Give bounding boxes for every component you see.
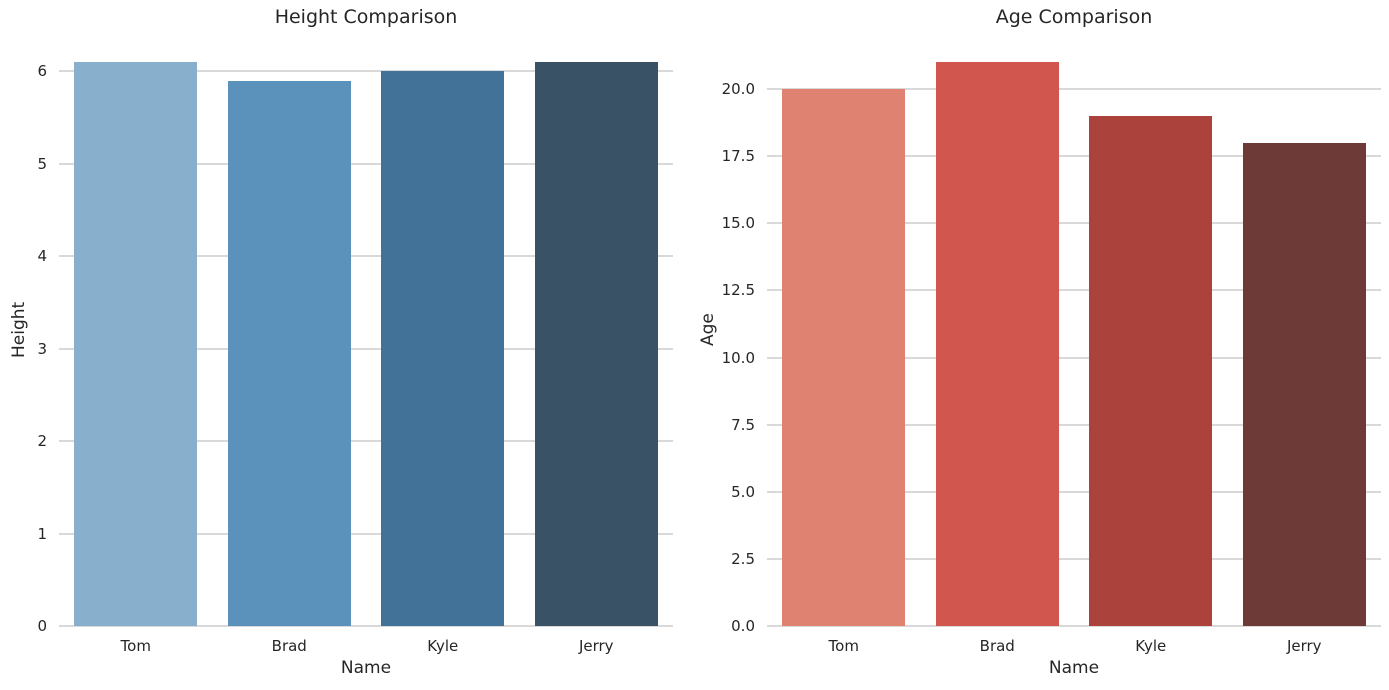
y-axis-label: Age — [698, 313, 718, 347]
gridline — [767, 155, 1381, 158]
bar-kyle — [1089, 115, 1213, 626]
chart-title: Height Comparison — [274, 6, 458, 28]
chart-title: Age Comparison — [995, 6, 1153, 28]
x-axis-label: Name — [340, 658, 392, 678]
y-tick-label: 17.5 — [721, 147, 755, 166]
y-tick-label: 2.5 — [731, 549, 755, 568]
y-tick-label: 5 — [37, 154, 47, 173]
gridline — [59, 162, 673, 165]
gridline — [767, 490, 1381, 493]
gridline — [767, 423, 1381, 426]
gridline — [59, 70, 673, 73]
bar-jerry — [534, 62, 658, 626]
y-tick-label: 4 — [37, 247, 47, 266]
gridline — [767, 289, 1381, 292]
y-tick-label: 12.5 — [721, 281, 755, 300]
x-tick-label: Kyle — [427, 637, 459, 655]
x-tick-label: Tom — [120, 637, 151, 655]
y-tick-label: 5.0 — [731, 482, 755, 501]
y-tick-label: 2 — [37, 432, 47, 451]
x-tick-label: Tom — [828, 637, 859, 655]
age-chart: Age Comparison Age Name 0.0 2.5 5.0 7.5 10.0… — [694, 0, 1389, 690]
x-axis-label: Name — [1048, 658, 1100, 678]
gridline — [767, 222, 1381, 225]
plot-area — [59, 34, 673, 627]
bar-tom — [782, 89, 906, 626]
bar-kyle — [381, 71, 505, 626]
bar-brad — [935, 62, 1059, 626]
height-chart: Height Comparison Height Name 0 1 2 3 4 5 6 Tom… — [0, 0, 694, 690]
x-tick-label: Kyle — [1135, 637, 1167, 655]
gridline — [59, 532, 673, 535]
y-tick-label: 6 — [37, 62, 47, 81]
gridline — [59, 347, 673, 350]
gridline — [59, 440, 673, 443]
y-tick-label: 10.0 — [721, 348, 755, 367]
y-tick-label: 1 — [37, 524, 47, 543]
gridline — [767, 625, 1381, 627]
plot-area — [767, 34, 1381, 627]
gridline — [767, 356, 1381, 359]
bar-brad — [227, 80, 351, 626]
bar-jerry — [1242, 142, 1366, 626]
x-tick-label: Brad — [979, 637, 1015, 655]
gridline — [59, 625, 673, 627]
gridline — [767, 557, 1381, 560]
gridline — [767, 88, 1381, 91]
y-tick-label: 20.0 — [721, 80, 755, 99]
gridline — [59, 255, 673, 258]
y-tick-label: 7.5 — [731, 415, 755, 434]
x-tick-label: Jerry — [578, 637, 614, 655]
x-tick-label: Brad — [271, 637, 307, 655]
y-tick-label: 0 — [37, 617, 47, 635]
y-tick-label: 15.0 — [721, 214, 755, 233]
x-tick-label: Jerry — [1286, 637, 1322, 655]
y-tick-label: 0.0 — [731, 617, 755, 635]
y-tick-label: 3 — [37, 339, 47, 358]
bar-tom — [74, 62, 198, 626]
